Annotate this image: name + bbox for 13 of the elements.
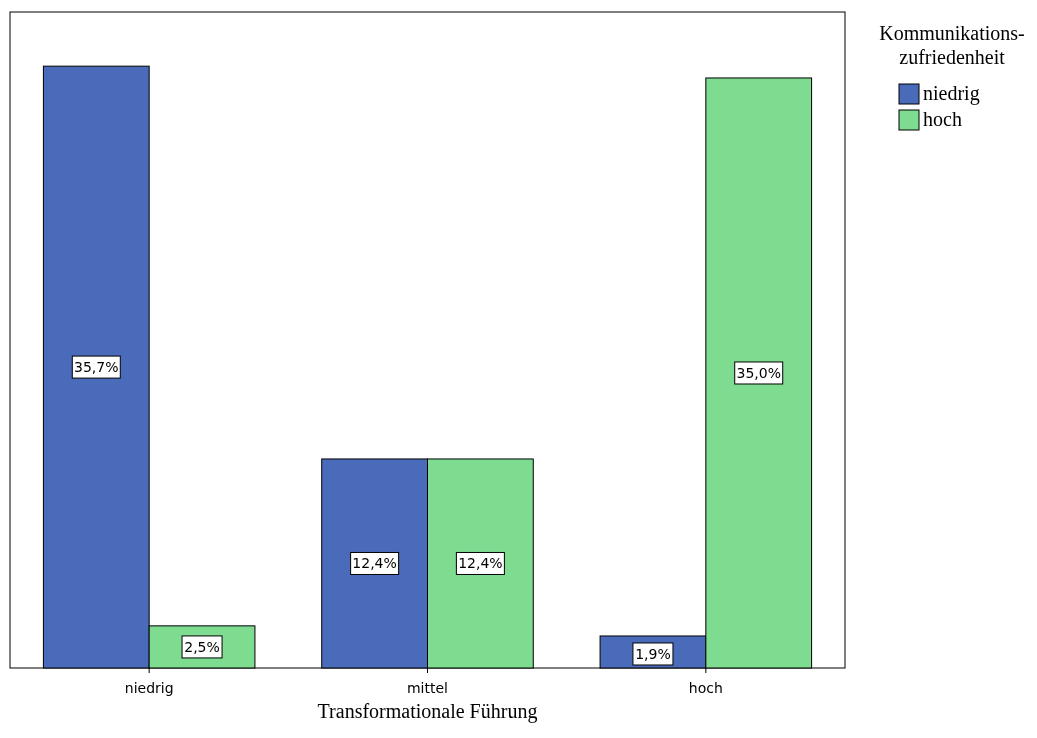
x-axis-title: Transformationale Führung	[317, 700, 538, 723]
legend-label: hoch	[923, 108, 962, 130]
x-tick-label: hoch	[688, 680, 723, 696]
x-tick-label: mittel	[406, 680, 449, 696]
data-label: 1,9%	[635, 645, 671, 662]
x-tick-label: niedrig	[124, 680, 174, 696]
legend-title: Kommunikations- zufriedenheit	[879, 22, 1025, 68]
data-label: 35,7%	[74, 359, 119, 376]
data-label: 35,0%	[736, 364, 781, 381]
data-label: 12,4%	[458, 555, 503, 572]
legend-label: niedrig	[923, 82, 980, 105]
data-label: 2,5%	[184, 638, 220, 655]
data-label: 12,4%	[352, 555, 397, 572]
